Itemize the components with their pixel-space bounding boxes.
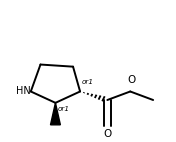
Text: O: O [103,129,111,139]
Text: HN: HN [15,86,30,96]
Text: or1: or1 [57,106,69,111]
Text: O: O [127,75,135,85]
Text: or1: or1 [82,79,94,85]
Polygon shape [51,103,60,125]
